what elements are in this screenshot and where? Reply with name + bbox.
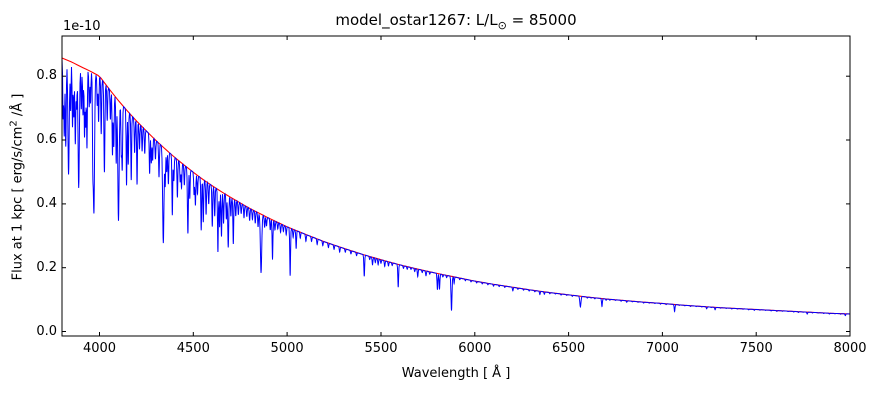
plot-title: model_ostar1267: L/L⊙ = 85000 bbox=[62, 11, 850, 32]
y-tick-label-0.8: 0.8 bbox=[36, 68, 57, 84]
x-tick-label-7000: 7000 bbox=[645, 341, 679, 356]
y-tick-label-0.0: 0.0 bbox=[36, 323, 57, 339]
y-axis-label-suffix: /Å ] bbox=[10, 93, 26, 121]
x-tick-label-8000: 8000 bbox=[833, 341, 867, 356]
x-tick-label-5000: 5000 bbox=[270, 341, 304, 356]
spectrum-line bbox=[61, 58, 851, 317]
plot-title-suffix: = 85000 bbox=[506, 11, 577, 29]
x-axis-label: Wavelength [ Å ] bbox=[401, 366, 511, 381]
x-tick-label-5500: 5500 bbox=[364, 341, 398, 356]
y-tick-label-0.2: 0.2 bbox=[36, 259, 57, 275]
x-tick-label-7500: 7500 bbox=[739, 341, 773, 356]
y-tick-label-0.4: 0.4 bbox=[36, 195, 57, 211]
y-tick-label-0.6: 0.6 bbox=[36, 132, 57, 148]
x-tick-label-4500: 4500 bbox=[176, 341, 210, 356]
axes-frame bbox=[61, 35, 851, 337]
continuum-line bbox=[61, 57, 851, 315]
sun-symbol: ⊙ bbox=[497, 19, 507, 32]
plot-title-prefix: model_ostar1267: L/L bbox=[335, 11, 498, 29]
x-tick-label-4000: 4000 bbox=[82, 341, 117, 356]
x-tick-label-6500: 6500 bbox=[552, 341, 586, 356]
y-axis-offset-text: 1e-10 bbox=[63, 19, 101, 34]
y-axis-label-exponent: 2 bbox=[8, 120, 20, 127]
x-tick-label-6000: 6000 bbox=[458, 341, 492, 356]
y-axis-label: Flux at 1 kpc [ erg/s/cm2 /Å ] bbox=[8, 94, 25, 281]
